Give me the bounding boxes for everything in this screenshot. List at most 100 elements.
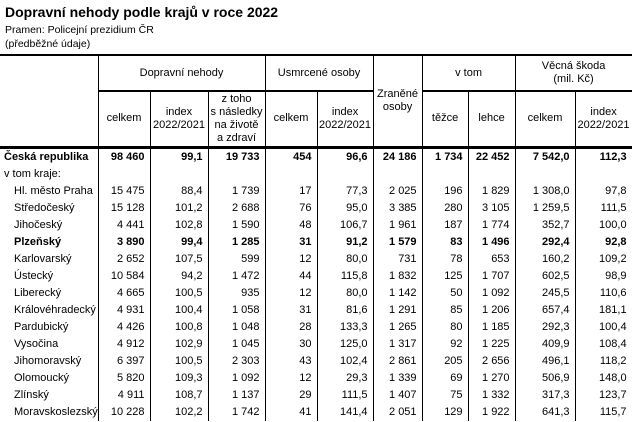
table-row: Olomoucký 5 820 109,3 1 092 12 29,3 1 339 69 1 2… xyxy=(0,369,632,387)
cell-value: 102,9 xyxy=(149,335,208,353)
col-header-accidents-index: index 2022/2021 xyxy=(149,90,209,149)
cell-value: 1 707 xyxy=(467,267,516,285)
cell-value: 99,4 xyxy=(149,233,208,251)
cell-value: 653 xyxy=(467,250,516,268)
cell-value: 187 xyxy=(421,216,469,234)
cell-value: 1 317 xyxy=(372,335,423,353)
cell-value: 48 xyxy=(264,216,318,234)
group-header-accidents: Dopravní nehody xyxy=(97,54,266,92)
cell-value: 280 xyxy=(421,199,469,217)
cell-value: 12 xyxy=(264,284,318,302)
cell-value: 50 xyxy=(421,284,469,302)
cell-value: 102,4 xyxy=(316,352,374,370)
col-header-damage-total: celkem xyxy=(514,90,576,149)
cell-value: 7 542,0 xyxy=(514,147,576,166)
table-row: Karlovarský 2 652 107,5 599 12 80,0 731 78 653 16… xyxy=(0,250,632,268)
cell-value: 196 xyxy=(421,182,469,200)
col-header-accidents-total: celkem xyxy=(97,90,151,149)
cell-value: 24 186 xyxy=(372,147,423,166)
cell-value: 3 385 xyxy=(372,199,423,217)
cell-value: 1 407 xyxy=(372,386,423,404)
cell-value xyxy=(264,165,318,183)
cell-value: 115,8 xyxy=(316,267,374,285)
cell-value xyxy=(574,165,632,183)
cell-value: 108,4 xyxy=(574,335,632,353)
cell-value: 85 xyxy=(421,301,469,319)
cell-value: 109,2 xyxy=(574,250,632,268)
cell-value xyxy=(421,165,469,183)
cell-value: 1 829 xyxy=(467,182,516,200)
cell-value: 2 303 xyxy=(207,352,266,370)
cell-value: 2 656 xyxy=(467,352,516,370)
cell-value: 10 584 xyxy=(97,267,150,285)
cell-value: 125,0 xyxy=(316,335,374,353)
table-row: v tom kraje: xyxy=(0,165,632,183)
cell-value xyxy=(514,165,576,183)
cell-value: 31 xyxy=(264,233,318,251)
cell-value: 731 xyxy=(372,250,423,268)
cell-value: 1 774 xyxy=(467,216,516,234)
cell-value: 101,2 xyxy=(149,199,208,217)
region-label: Moravskoslezský xyxy=(14,406,98,418)
table-row: Středočeský 15 128 101,2 2 688 76 95,0 3 385 28… xyxy=(0,199,632,217)
col-header-slightly: lehce xyxy=(467,90,516,149)
region-label: Jihomoravský xyxy=(14,355,82,367)
cell-value: 15 128 xyxy=(97,199,150,217)
cell-value: 129 xyxy=(421,403,469,421)
cell-value: 81,6 xyxy=(316,301,374,319)
cell-value: 599 xyxy=(207,250,266,268)
cell-value: 100,4 xyxy=(149,301,208,319)
table-row: Liberecký 4 665 100,5 935 12 80,0 1 142 50 1 092… xyxy=(0,284,632,302)
cell-value: 107,5 xyxy=(149,250,208,268)
cell-value: 352,7 xyxy=(514,216,576,234)
cell-value: 43 xyxy=(264,352,318,370)
cell-value: 118,2 xyxy=(574,352,632,370)
region-label: Jihočeský xyxy=(14,219,63,231)
cell-value: 31 xyxy=(264,301,318,319)
cell-value: 4 441 xyxy=(97,216,150,234)
cell-value xyxy=(207,165,266,183)
cell-value: 100,0 xyxy=(574,216,632,234)
cell-value: 1 285 xyxy=(207,233,266,251)
region-label: Hl. město Praha xyxy=(14,185,93,197)
cell-value: 2 025 xyxy=(372,182,423,200)
cell-value: 109,3 xyxy=(149,369,208,387)
cell-value: 409,9 xyxy=(514,335,576,353)
cell-value: 245,5 xyxy=(514,284,576,302)
cell-value: 80,0 xyxy=(316,284,374,302)
region-label: Zlínský xyxy=(14,389,49,401)
cell-value: 181,1 xyxy=(574,301,632,319)
cell-value: 111,5 xyxy=(316,386,374,404)
group-header-injured: Zraněné osoby xyxy=(372,54,423,149)
cell-value: 108,7 xyxy=(149,386,208,404)
cell-value: 1 496 xyxy=(467,233,516,251)
cell-value: 1 142 xyxy=(372,284,423,302)
cell-value: 4 911 xyxy=(97,386,150,404)
cell-value: 92 xyxy=(421,335,469,353)
table-row: Jihomoravský 6 397 100,5 2 303 43 102,4 2 861 2… xyxy=(0,352,632,370)
cell-value: 1 045 xyxy=(207,335,266,353)
col-header-accidents-with-casualties: z toho s následky na životě a zdraví xyxy=(207,90,266,149)
cell-value: 1 137 xyxy=(207,386,266,404)
cell-value: 1 092 xyxy=(467,284,516,302)
page-title: Dopravní nehody podle krajů v roce 2022 xyxy=(5,4,279,20)
cell-value: 76 xyxy=(264,199,318,217)
cell-value: 29 xyxy=(264,386,318,404)
cell-value: 5 820 xyxy=(97,369,150,387)
region-label: Olomoucký xyxy=(14,372,70,384)
cell-value: 2 051 xyxy=(372,403,423,421)
cell-value: 100,4 xyxy=(574,318,632,336)
table-body: Česká republika 98 460 99,1 19 733 454 96,6 24… xyxy=(0,147,632,421)
cell-value: 95,0 xyxy=(316,199,374,217)
cell-value: 102,2 xyxy=(149,403,208,421)
cell-value: 1 734 xyxy=(421,147,469,166)
cell-value: 4 426 xyxy=(97,318,150,336)
cell-value: 317,3 xyxy=(514,386,576,404)
cell-value: 41 xyxy=(264,403,318,421)
cell-value: 110,6 xyxy=(574,284,632,302)
cell-value: 1 270 xyxy=(467,369,516,387)
cell-value xyxy=(372,165,423,183)
cell-value: 2 688 xyxy=(207,199,266,217)
cell-value: 10 228 xyxy=(97,403,150,421)
cell-value: 22 452 xyxy=(467,147,516,166)
